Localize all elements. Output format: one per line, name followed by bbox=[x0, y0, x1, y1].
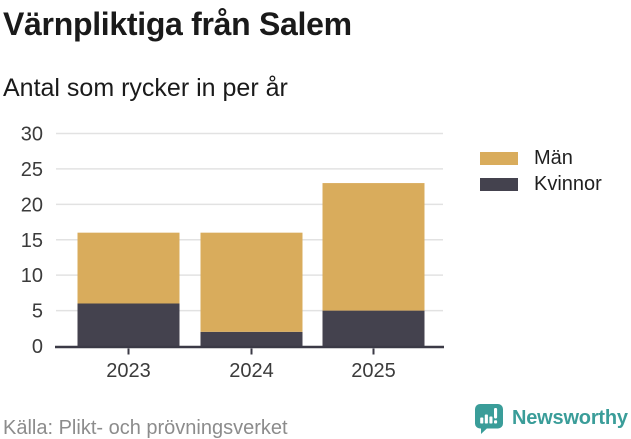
x-axis-tick-label: 2023 bbox=[106, 360, 151, 382]
y-axis-tick-label: 15 bbox=[21, 230, 43, 252]
y-axis-tick-label: 10 bbox=[21, 265, 43, 287]
newsworthy-wordmark: Newsworthy bbox=[512, 407, 628, 429]
legend-item-kvinnor: Kvinnor bbox=[480, 173, 602, 195]
y-axis-tick-label: 25 bbox=[21, 159, 43, 181]
y-axis-tick-label: 20 bbox=[21, 194, 43, 216]
legend-item-man: Män bbox=[480, 147, 602, 169]
y-axis-tick-label: 5 bbox=[32, 301, 43, 323]
bar-segment-män-2023 bbox=[77, 232, 180, 304]
bar-segment-män-2024 bbox=[200, 232, 303, 332]
bar-segment-män-2025 bbox=[322, 183, 425, 311]
chart-subtitle: Antal som rycker in per år bbox=[3, 74, 288, 102]
x-axis-tick-label: 2025 bbox=[351, 360, 396, 382]
x-axis-tick-label: 2024 bbox=[229, 360, 274, 382]
legend-label-man: Män bbox=[534, 147, 573, 169]
newsworthy-icon bbox=[475, 404, 503, 434]
bar-segment-kvinnor-2025 bbox=[322, 310, 425, 346]
legend: Män Kvinnor bbox=[480, 147, 602, 195]
legend-label-kvinnor: Kvinnor bbox=[534, 173, 602, 195]
legend-swatch-man bbox=[480, 151, 518, 165]
source-text: Källa: Plikt- och prövningsverket bbox=[3, 417, 288, 439]
y-axis-tick-label: 0 bbox=[32, 336, 43, 358]
newsworthy-logo[interactable]: Newsworthy bbox=[474, 402, 628, 435]
bar-segment-kvinnor-2023 bbox=[77, 303, 180, 346]
bar-segment-kvinnor-2024 bbox=[200, 331, 303, 346]
legend-swatch-kvinnor bbox=[480, 177, 518, 191]
chart-title: Värnpliktiga från Salem bbox=[3, 6, 352, 42]
y-axis-tick-label: 30 bbox=[21, 124, 43, 146]
